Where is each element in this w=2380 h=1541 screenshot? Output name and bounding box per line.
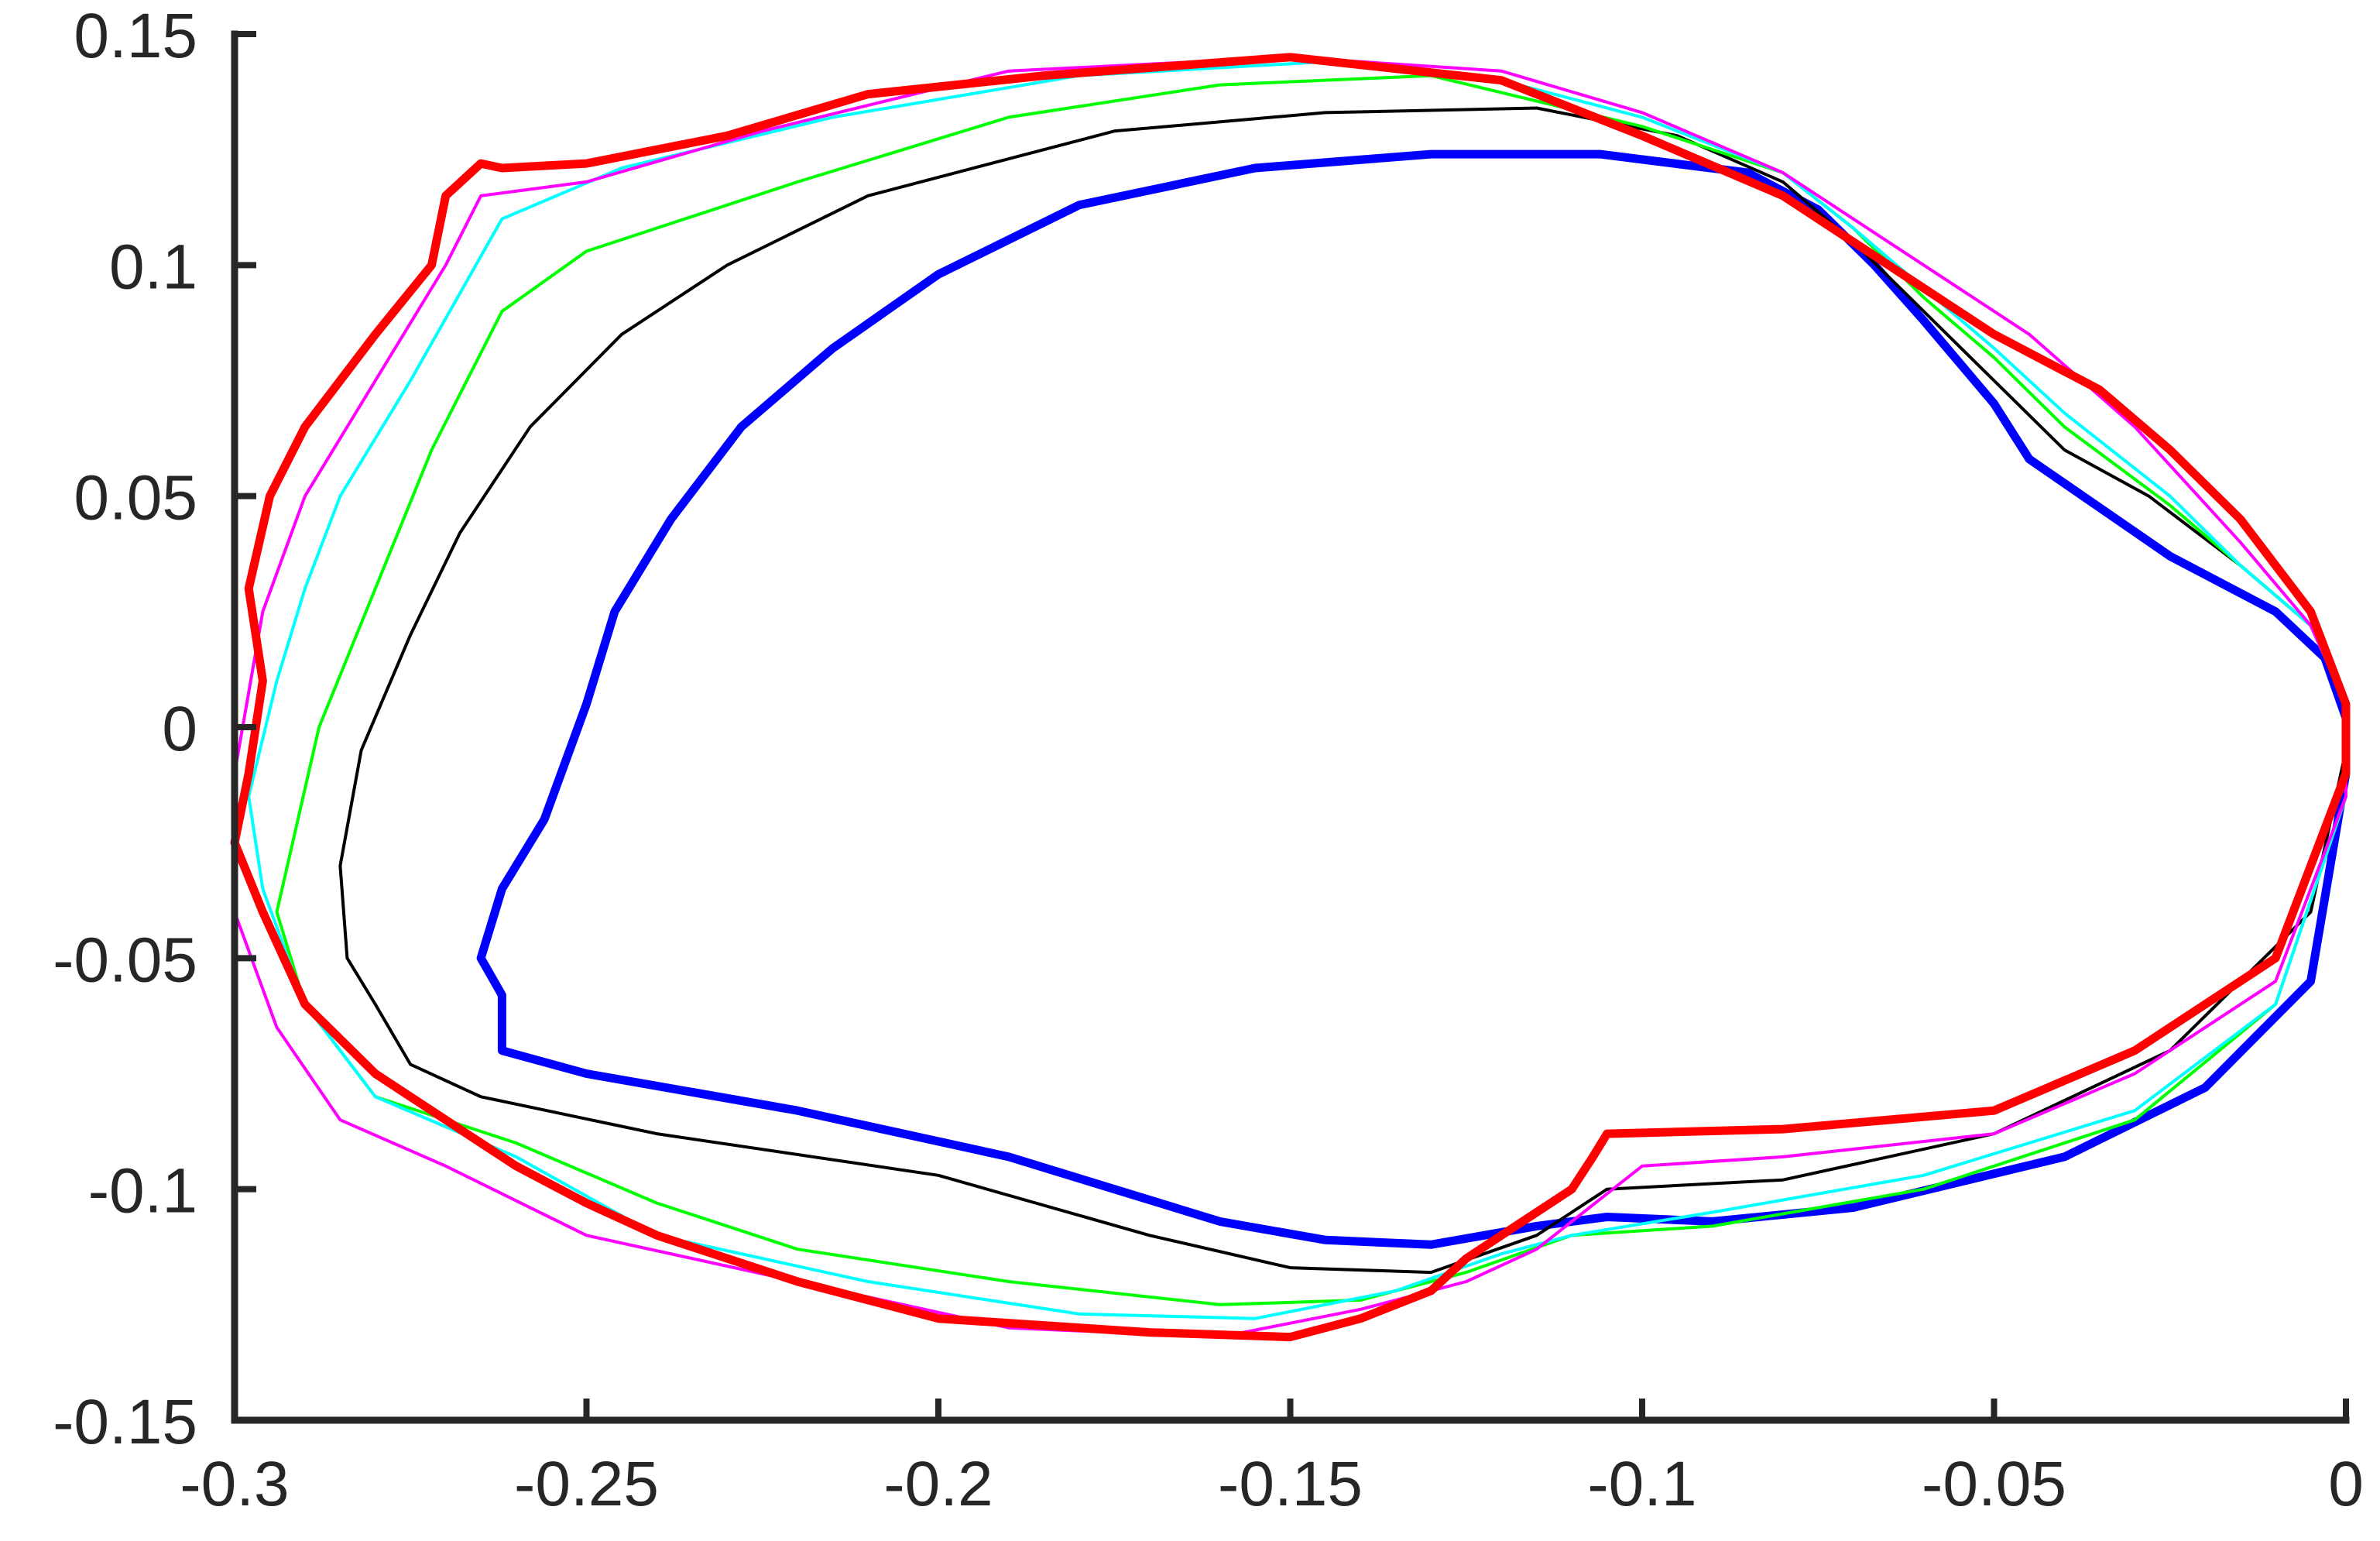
x-tick-label: -0.05: [1922, 1449, 2066, 1519]
y-tick-label: 0.1: [109, 232, 197, 302]
y-tick-label: 0: [162, 694, 197, 764]
series-line-2: [338, 106, 2347, 1275]
series-line-5: [233, 55, 2347, 1339]
x-tick-label: -0.15: [1218, 1449, 1363, 1519]
y-tick-label: 0.05: [74, 463, 197, 534]
x-tick-label: -0.2: [883, 1449, 993, 1519]
series-line-6: [230, 53, 2351, 1342]
series-line-4: [247, 60, 2347, 1320]
x-tick-label: -0.3: [180, 1449, 289, 1519]
ticks: -0.3 -0.25 -0.2 -0.15 -0.1 -0.05 0 0.15 0.1 0.05 0…: [53, 1, 2364, 1519]
y-tick-label: -0.15: [53, 1387, 197, 1457]
x-tick-label: -0.1: [1587, 1449, 1696, 1519]
series-layer: [230, 53, 2351, 1342]
y-tick-label: -0.05: [53, 925, 197, 995]
x-tick-label: -0.25: [514, 1449, 659, 1519]
y-tick-label: -0.1: [88, 1156, 197, 1227]
y-tick-label: 0.15: [74, 1, 197, 71]
x-tick-label: 0: [2328, 1449, 2364, 1519]
series-line-1: [476, 149, 2351, 1249]
axes: [231, 30, 2350, 1424]
